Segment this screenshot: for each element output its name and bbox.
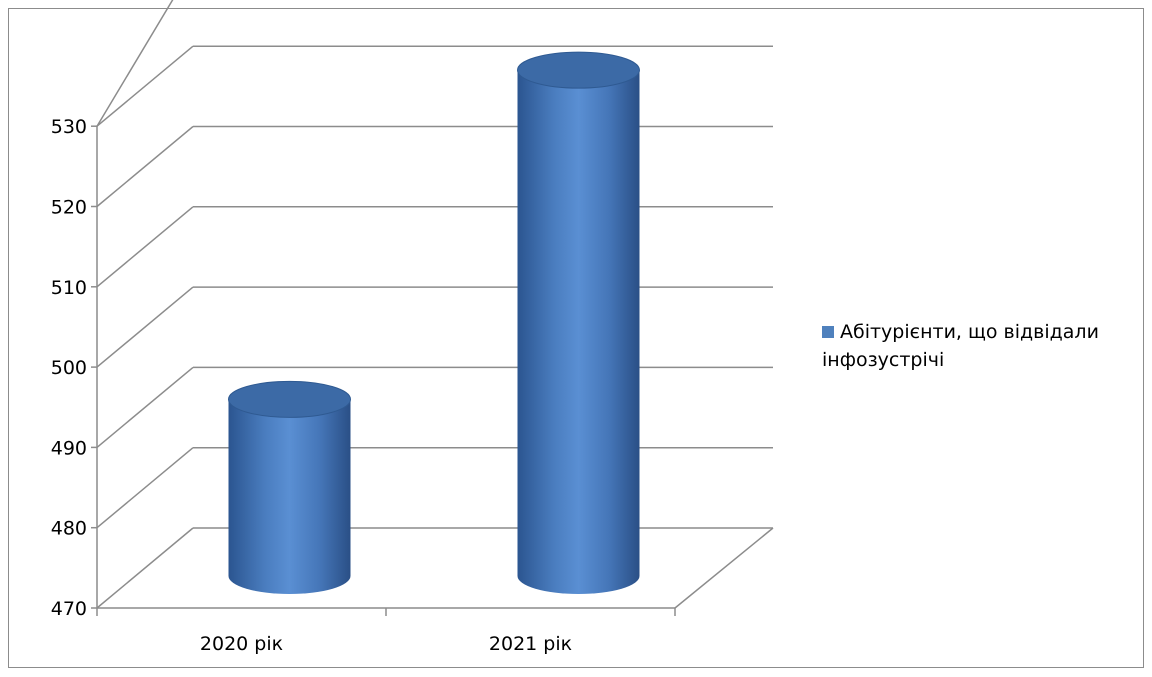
y-tick-label: 510 <box>51 277 87 299</box>
gridline-side <box>96 206 194 288</box>
x-tick-label: 2021 рік <box>489 633 572 655</box>
gridline-side <box>96 366 194 448</box>
y-tick-label: 530 <box>51 116 87 138</box>
legend-label: Абітурієнти, що відвідали інфозустрічі <box>822 321 1099 371</box>
gridline-side-top <box>96 0 174 127</box>
bar <box>228 380 351 594</box>
bar-body <box>517 70 640 594</box>
bar-top <box>228 380 351 418</box>
legend-swatch <box>822 326 834 338</box>
bar-top <box>517 51 640 89</box>
gridline-side <box>96 45 194 127</box>
axes <box>91 125 774 616</box>
gridline-side <box>96 527 194 609</box>
gridline-side <box>96 286 194 368</box>
y-tick-label: 520 <box>51 197 87 219</box>
y-tick-label: 470 <box>51 598 87 620</box>
x-tick-label: 2020 рік <box>200 633 283 655</box>
floor-right-edge <box>674 527 774 609</box>
grid-lines <box>96 0 773 609</box>
gridline-side <box>96 125 194 208</box>
y-tick-label: 490 <box>51 437 87 459</box>
tick-labels: 470 480 490 500 510 520 530 2020 рік 2021 рік <box>51 116 572 655</box>
bar <box>517 51 640 594</box>
legend: Абітурієнти, що відвідали інфозустрічі <box>822 318 1142 374</box>
bars <box>228 51 640 594</box>
y-tick-label: 500 <box>51 357 87 379</box>
gridline-side <box>96 447 194 529</box>
y-tick-label: 480 <box>51 518 87 540</box>
bar-body <box>228 399 351 594</box>
